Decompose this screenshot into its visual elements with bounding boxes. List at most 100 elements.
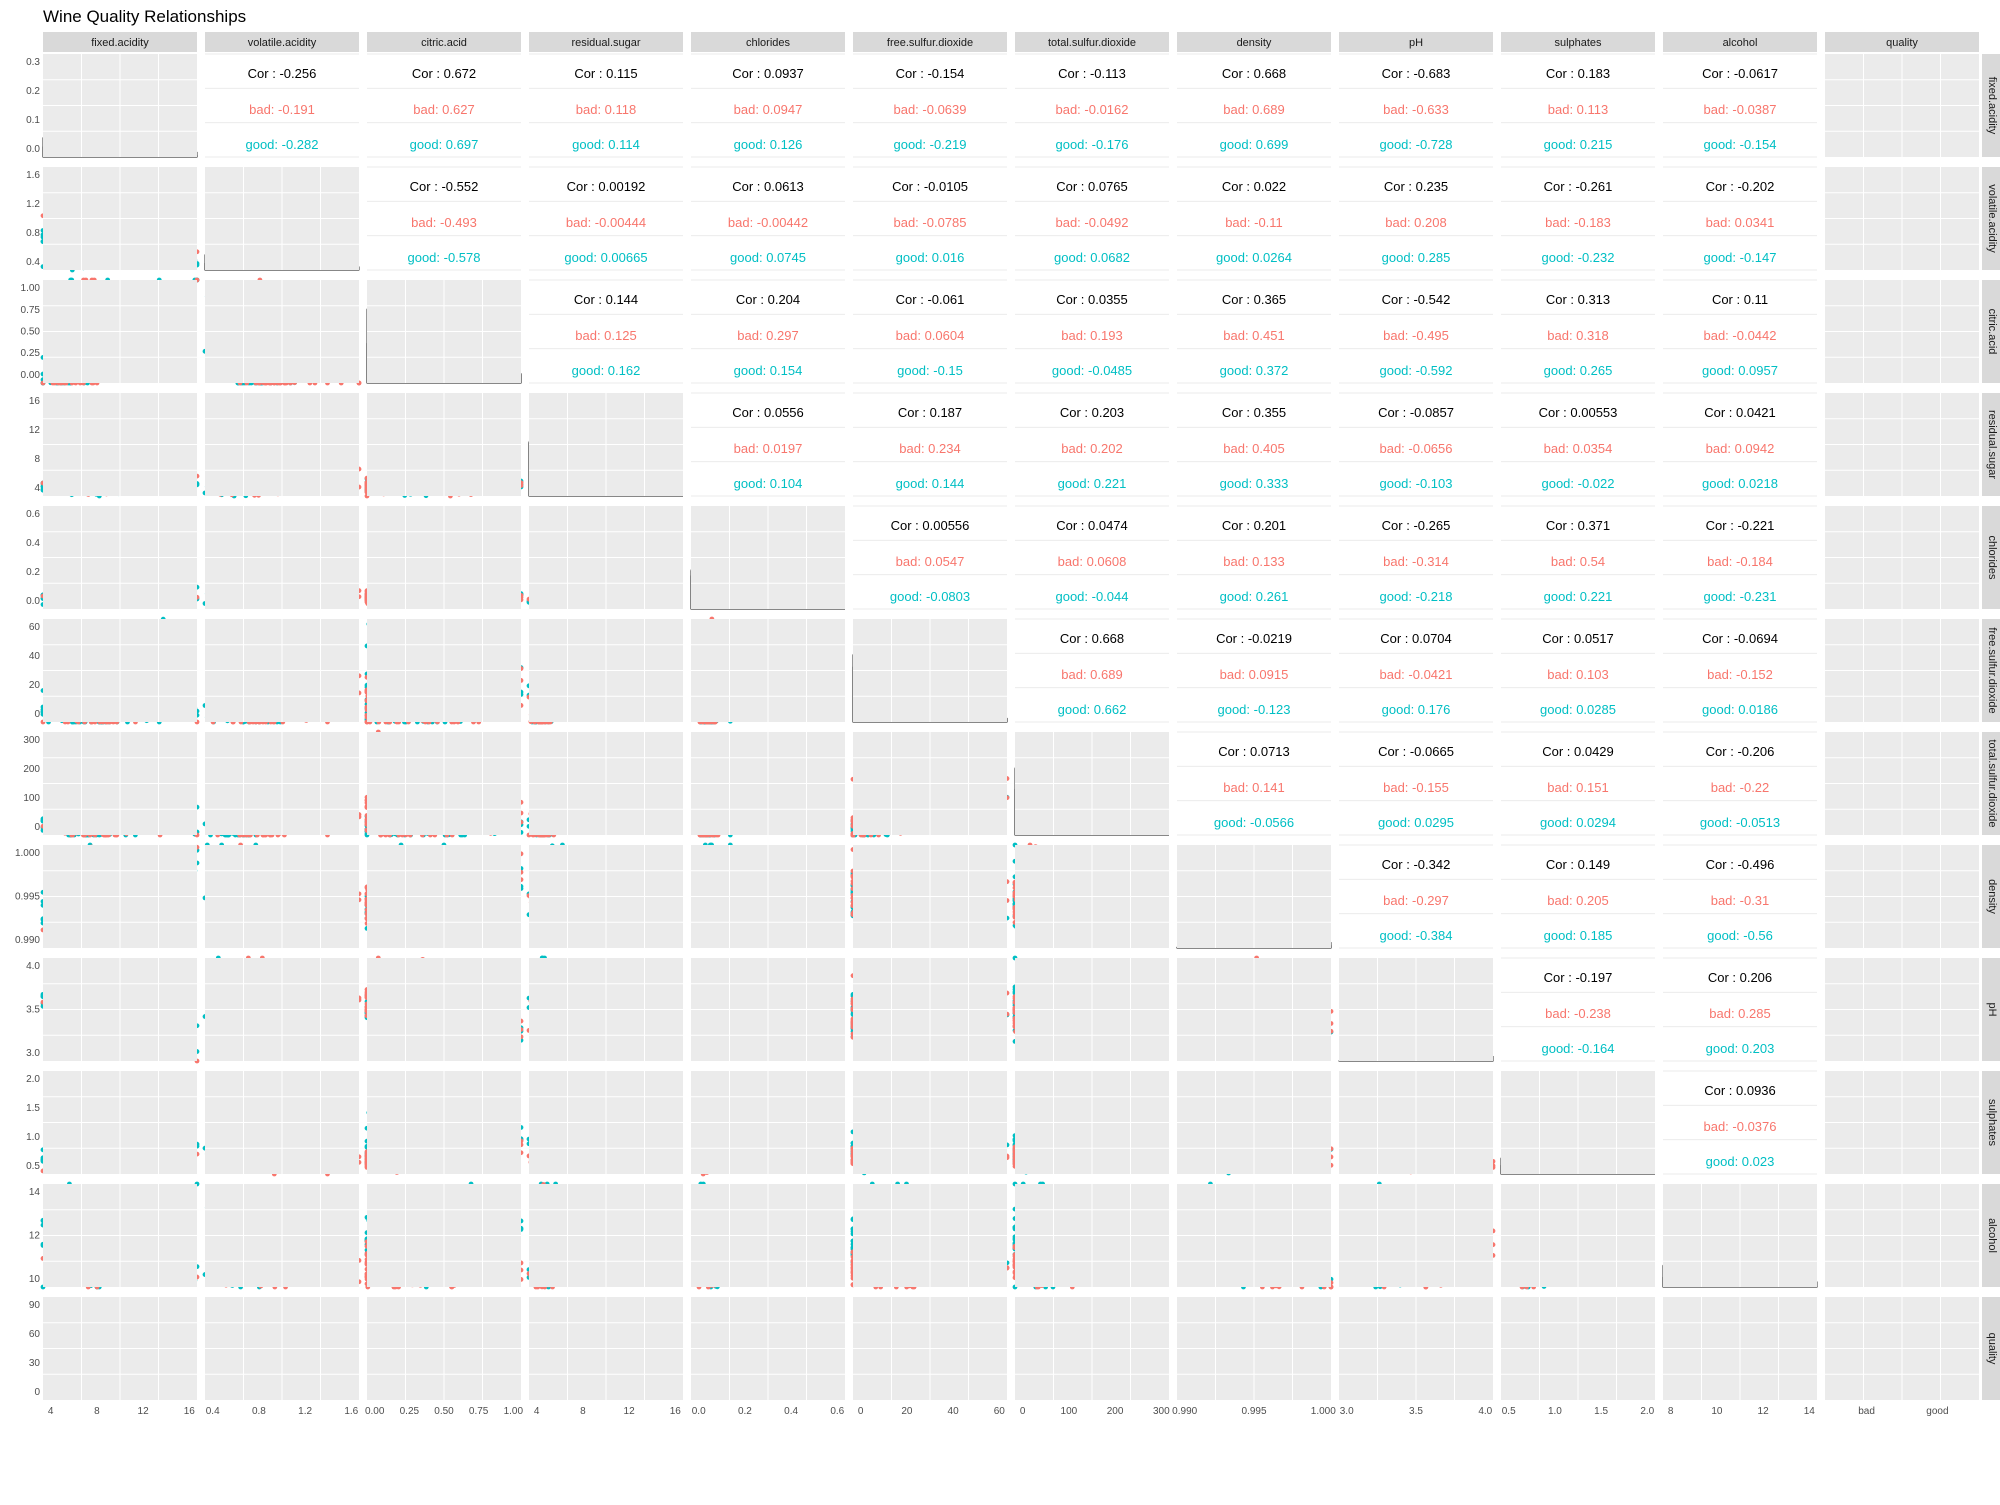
correlation-bad: bad: -0.11: [1225, 215, 1283, 230]
correlation-bad: bad: 0.0197: [734, 441, 803, 456]
correlation-good: good: -0.728: [1379, 137, 1452, 152]
correlation-overall: Cor : 0.115: [574, 66, 637, 81]
correlation-good: good: 0.261: [1220, 589, 1289, 604]
correlation-good: good: 0.176: [1382, 702, 1451, 717]
correlation-bad: bad: 0.234: [899, 441, 960, 456]
correlation-bad: bad: 0.689: [1061, 667, 1122, 682]
correlation-bad: bad: 0.0547: [896, 554, 965, 569]
column-label: quality: [1886, 37, 1918, 49]
correlation-good: good: -0.592: [1379, 363, 1452, 378]
correlation-good: good: 0.0218: [1702, 476, 1778, 491]
correlation-bad: bad: -0.0162: [1055, 102, 1128, 117]
correlation-bad: bad: 0.0608: [1058, 554, 1127, 569]
correlation-good: good: -0.232: [1541, 250, 1614, 265]
correlation-good: good: 0.221: [1058, 476, 1127, 491]
row-label: density: [1986, 879, 1998, 914]
correlation-overall: Cor : -0.256: [248, 66, 317, 81]
correlation-good: good: -0.176: [1055, 137, 1128, 152]
correlation-bad: bad: 0.451: [1223, 328, 1284, 343]
correlation-overall: Cor : 0.0556: [732, 405, 804, 420]
correlation-bad: bad: 0.0341: [1706, 215, 1775, 230]
row-label: fixed.acidity: [1986, 77, 1998, 135]
correlation-bad: bad: 0.193: [1061, 328, 1122, 343]
correlation-overall: Cor : 0.668: [1222, 66, 1286, 81]
correlation-good: good: 0.662: [1058, 702, 1127, 717]
correlation-bad: bad: 0.405: [1223, 441, 1284, 456]
correlation-good: good: -0.154: [1703, 137, 1776, 152]
correlation-good: good: -0.103: [1379, 476, 1452, 491]
correlation-overall: Cor : 0.203: [1060, 405, 1124, 420]
panel-residual.sugar-vs-free.sulfur.dioxide: Cor : 0.187 bad: 0.234 good: 0.144: [853, 393, 1007, 496]
row-label: citric.acid: [1986, 309, 1998, 355]
correlation-overall: Cor : 0.187: [898, 405, 962, 420]
column-label: sulphates: [1554, 37, 1602, 49]
correlation-bad: bad: 0.0947: [734, 102, 803, 117]
correlation-overall: Cor : -0.202: [1706, 179, 1775, 194]
correlation-bad: bad: -0.495: [1383, 328, 1449, 343]
panel-volatile.acidity-vs-density: Cor : 0.022 bad: -0.11 good: 0.0264: [1177, 167, 1331, 270]
correlation-bad: bad: 0.54: [1551, 554, 1605, 569]
correlation-good: good: 0.144: [896, 476, 965, 491]
correlation-bad: bad: -0.0442: [1703, 328, 1776, 343]
correlation-overall: Cor : 0.672: [412, 66, 476, 81]
correlation-overall: Cor : 0.204: [736, 292, 800, 307]
row-label: free.sulfur.dioxide: [1986, 627, 1998, 713]
correlation-bad: bad: 0.318: [1547, 328, 1608, 343]
correlation-good: good: 0.215: [1544, 137, 1613, 152]
correlation-good: good: -0.147: [1703, 250, 1776, 265]
correlation-bad: bad: -0.0785: [893, 215, 966, 230]
correlation-good: good: -0.218: [1379, 589, 1452, 604]
correlation-good: good: 0.0264: [1216, 250, 1292, 265]
correlation-good: good: -0.15: [897, 363, 963, 378]
row-label: chlorides: [1986, 535, 1998, 580]
correlation-good: good: 0.0957: [1702, 363, 1778, 378]
correlation-good: good: -0.578: [407, 250, 480, 265]
row-label: total.sulfur.dioxide: [1986, 739, 1998, 827]
column-label: fixed.acidity: [91, 37, 149, 49]
correlation-good: good: 0.372: [1220, 363, 1289, 378]
column-label: volatile.acidity: [248, 37, 317, 49]
correlation-overall: Cor : 0.183: [1546, 66, 1610, 81]
correlation-good: good: -0.123: [1217, 702, 1290, 717]
correlation-bad: bad: 0.202: [1061, 441, 1122, 456]
correlation-good: good: -0.219: [893, 137, 966, 152]
correlation-good: good: 0.697: [410, 137, 479, 152]
correlation-bad: bad: 0.118: [576, 102, 636, 117]
row-label: alcohol: [1986, 1218, 1998, 1253]
correlation-good: good: 0.00665: [564, 250, 647, 265]
correlation-overall: Cor : 0.022: [1222, 179, 1286, 194]
correlation-bad: bad: 0.0604: [896, 328, 965, 343]
column-label: citric.acid: [421, 37, 467, 49]
correlation-overall: Cor : 0.0704: [1380, 631, 1452, 646]
correlation-good: good: -0.282: [245, 137, 318, 152]
column-label: alcohol: [1723, 37, 1758, 49]
correlation-good: good: 0.265: [1544, 363, 1613, 378]
correlation-bad: bad: 0.103: [1547, 667, 1608, 682]
